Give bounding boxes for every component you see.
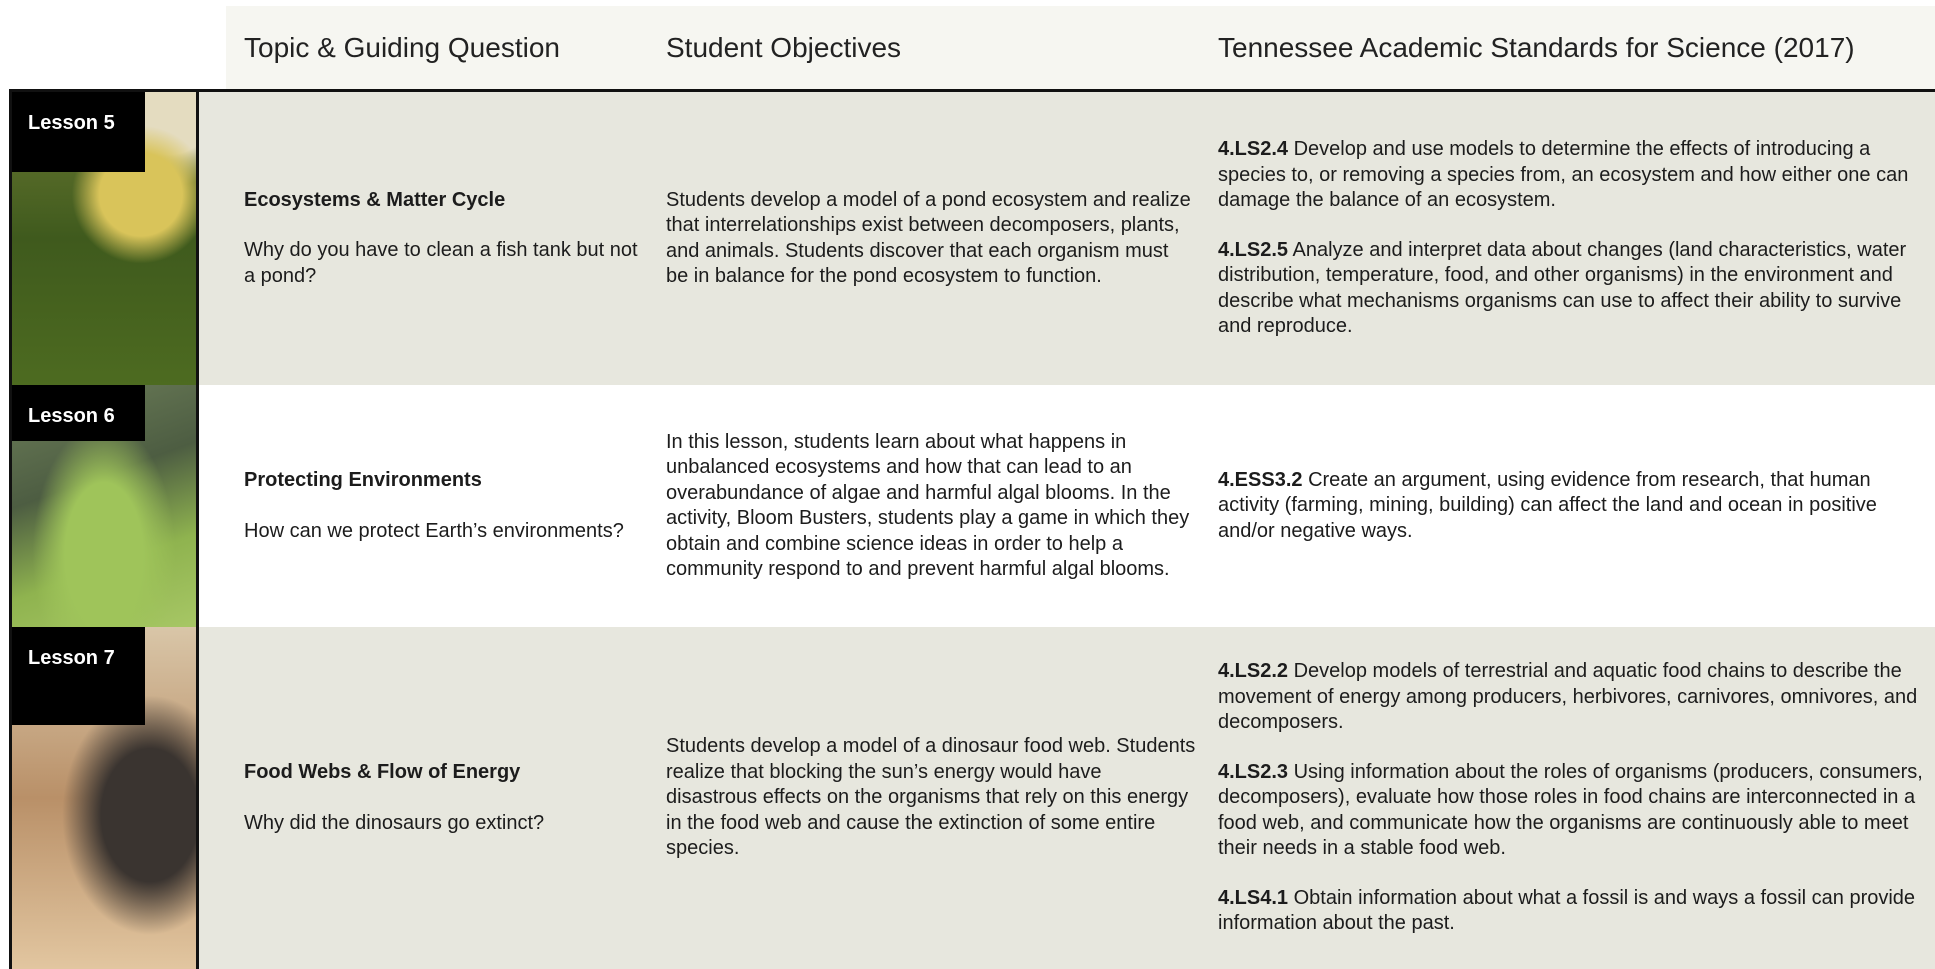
standards-cell: 4.ESS3.2 Create an argument, using evide… (1218, 385, 1923, 627)
standard-text: Obtain information about what a fossil i… (1218, 886, 1916, 935)
guiding-question: Why did the dinosaurs go extinct? (244, 811, 545, 834)
standard-text: Create an argument, using evidence from … (1218, 468, 1877, 542)
topic-cell: Ecosystems & Matter Cycle Why do you have… (244, 92, 644, 385)
standard: 4.LS2.5 Analyze and interpret data about… (1218, 238, 1923, 340)
lesson-row: Lesson 6 Protecting Environments How can w… (9, 385, 1935, 627)
lesson-label: Lesson 6 (12, 385, 145, 441)
standard-code: 4.LS2.5 (1218, 238, 1289, 261)
standard: 4.LS2.3 Using information about the role… (1218, 760, 1923, 862)
lesson-row: Lesson 5 Ecosystems & Matter Cycle Why do … (9, 92, 1935, 385)
lesson-row: Lesson 7 Food Webs & Flow of Energy Why di… (9, 627, 1935, 969)
objectives: Students develop a model of a pond ecosy… (666, 188, 1191, 288)
standard-code: 4.LS2.3 (1218, 760, 1289, 783)
standard-text: Using information about the roles of org… (1218, 760, 1923, 860)
topic-cell: Protecting Environments How can we protec… (244, 385, 644, 627)
standard: 4.ESS3.2 Create an argument, using evide… (1218, 468, 1923, 545)
standard: 4.LS4.1 Obtain information about what a … (1218, 886, 1923, 937)
standard-code: 4.LS2.2 (1218, 660, 1289, 683)
column-header: Tennessee Academic Standards for Science… (1218, 31, 1855, 63)
standards-cell: 4.LS2.4 Develop and use models to determ… (1218, 92, 1923, 385)
standard-code: 4.LS2.4 (1218, 138, 1289, 161)
table-header: Topic & Guiding Question Student Objecti… (226, 6, 1935, 89)
standard: 4.LS2.2 Develop models of terrestrial an… (1218, 659, 1923, 736)
guiding-question: How can we protect Earth’s environments? (244, 519, 624, 542)
topic-title: Protecting Environments (244, 469, 482, 491)
standard-code: 4.LS4.1 (1218, 886, 1289, 909)
standard-text: Develop and use models to determine the … (1218, 138, 1909, 212)
topic-title: Ecosystems & Matter Cycle (244, 188, 506, 211)
column-header: Student Objectives (666, 31, 902, 63)
objectives: Students develop a model of a dinosaur f… (666, 735, 1196, 860)
table-body: Lesson 5 Ecosystems & Matter Cycle Why do … (9, 89, 1935, 969)
lesson-image: Lesson 5 (9, 92, 199, 385)
topic-cell: Food Webs & Flow of Energy Why did the di… (244, 627, 644, 969)
standard-code: 4.ESS3.2 (1218, 468, 1303, 491)
lesson-image: Lesson 6 (9, 385, 199, 627)
standard-text: Develop models of terrestrial and aquati… (1218, 660, 1918, 734)
standard: 4.LS2.4 Develop and use models to determ… (1218, 137, 1923, 214)
standards-cell: 4.LS2.2 Develop models of terrestrial an… (1218, 627, 1923, 969)
topic-title: Food Webs & Flow of Energy (244, 761, 521, 783)
lesson-label: Lesson 5 (12, 92, 145, 172)
column-header: Topic & Guiding Question (244, 31, 560, 63)
lesson-image: Lesson 7 (9, 627, 199, 969)
lesson-label: Lesson 7 (12, 627, 145, 725)
objectives: In this lesson, students learn about wha… (666, 430, 1190, 581)
guiding-question: Why do you have to clean a fish tank but… (244, 239, 638, 287)
standard-text: Analyze and interpret data about changes… (1218, 238, 1907, 338)
